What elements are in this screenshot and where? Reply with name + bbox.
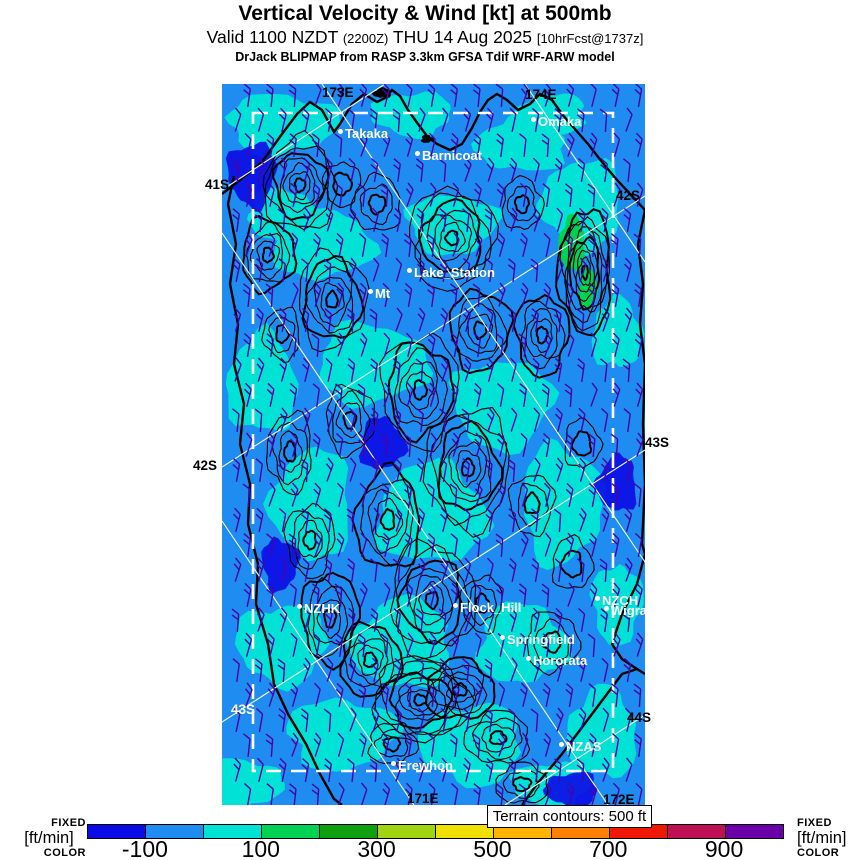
- colorbar-segment-10: [668, 825, 726, 838]
- color-label: COLOR: [797, 846, 840, 859]
- forecast-note: [10hrFcst@1737z]: [536, 31, 644, 47]
- colorbar-segment-4: [320, 825, 378, 838]
- colorbar-segment-3: [262, 825, 320, 838]
- colorbar-segment-2: [204, 825, 262, 838]
- colorbar-segment-11: [726, 825, 783, 838]
- colorbar-tick: 900: [704, 836, 744, 860]
- colorbar-tick: 500: [473, 836, 512, 860]
- unit-label: [ft/min]: [24, 829, 74, 847]
- colorbar-segment-9: [610, 825, 668, 838]
- colorbar-segment-7: [494, 825, 552, 838]
- valid-date: THU 14 Aug 2025: [392, 27, 533, 48]
- map-canvas: [202, 82, 647, 813]
- colorbar-units-right: FIXED [ft/min] COLOR: [797, 818, 850, 859]
- colorbar-segment-5: [378, 825, 436, 838]
- model-line: DrJack BLIPMAP from RASP 3.3km GFSA Tdif…: [235, 50, 615, 65]
- graticule-label-43s: 43S: [645, 435, 670, 450]
- colorbar-tick: 300: [357, 836, 396, 860]
- header: Vertical Velocity & Wind [kt] at 500mb V…: [0, 2, 850, 64]
- colorbar-segment-6: [436, 825, 494, 838]
- fixed-label: FIXED: [51, 817, 86, 829]
- chart-title: Vertical Velocity & Wind [kt] at 500mb: [238, 2, 612, 25]
- terrain-contours-note: Terrain contours: 500 ft: [487, 805, 652, 828]
- colorbar-segment-0: [88, 825, 146, 838]
- weather-map: [202, 82, 647, 813]
- unit-label: [ft/min]: [797, 829, 847, 847]
- colorbar-segment-1: [146, 825, 204, 838]
- colorbar: [87, 824, 784, 839]
- fixed-label: FIXED: [797, 817, 832, 829]
- color-label: COLOR: [43, 846, 86, 859]
- valid-time-line: Valid 1100 NZDT (2200Z) THU 14 Aug 2025 …: [0, 27, 850, 48]
- valid-utc: (2200Z): [342, 31, 389, 47]
- colorbar-units-left: FIXED [ft/min] COLOR: [12, 818, 86, 859]
- colorbar-tick: 700: [589, 836, 628, 860]
- colorbar-tick: -100: [121, 836, 168, 860]
- colorbar-ticks: -100 100 300 500 700 900: [87, 836, 782, 860]
- valid-prefix: Valid 1100 NZDT: [206, 27, 338, 48]
- colorbar-tick: 100: [241, 836, 280, 860]
- graticule-label-42s: 42S: [193, 458, 218, 473]
- colorbar-segment-8: [552, 825, 610, 838]
